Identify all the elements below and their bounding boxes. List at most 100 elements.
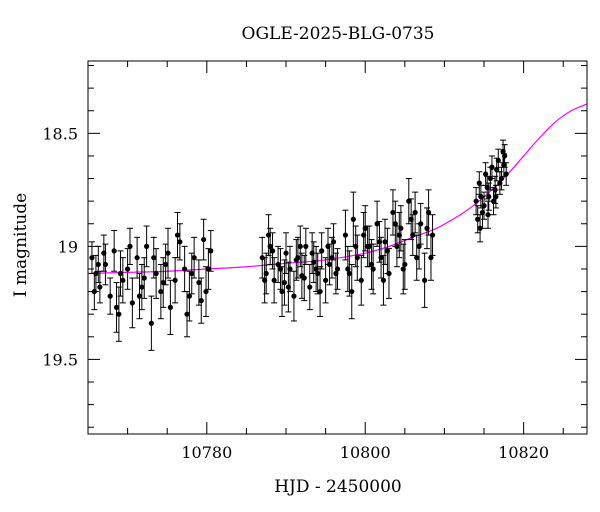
data-marker	[358, 277, 364, 283]
data-point	[188, 252, 195, 295]
data-marker	[477, 225, 483, 231]
data-point	[412, 191, 419, 234]
data-marker	[485, 212, 491, 218]
data-marker	[182, 266, 188, 272]
y-axis-label: I magnitude	[11, 193, 31, 297]
data-point	[302, 227, 309, 265]
data-marker	[501, 162, 507, 168]
data-point	[328, 236, 335, 279]
data-point	[342, 209, 349, 261]
data-marker	[325, 243, 331, 249]
plot-frame	[87, 60, 588, 435]
data-point	[368, 239, 375, 290]
data-point	[174, 211, 181, 259]
data-marker	[281, 279, 288, 286]
data-point	[134, 236, 141, 279]
y-tick-label: 18.5	[42, 124, 78, 143]
data-marker	[265, 232, 272, 238]
data-marker	[374, 221, 380, 227]
data-point	[484, 175, 491, 200]
data-marker	[160, 279, 166, 286]
data-marker	[323, 277, 329, 283]
data-point	[476, 171, 483, 195]
data-marker	[493, 194, 499, 200]
data-marker	[203, 288, 209, 295]
y-tick-label: 19	[58, 237, 78, 256]
data-marker	[414, 255, 420, 261]
data-point	[150, 236, 157, 279]
data-point	[490, 187, 497, 216]
data-marker	[380, 277, 387, 283]
data-point	[503, 162, 510, 186]
data-point	[198, 277, 205, 324]
data-marker	[144, 243, 150, 249]
data-point	[279, 266, 286, 317]
data-marker	[172, 277, 178, 283]
data-point	[334, 248, 341, 290]
data-point	[203, 266, 210, 317]
data-marker	[127, 243, 133, 249]
chart-title: OGLE-2025-BLG-0735	[242, 24, 435, 44]
data-marker	[303, 243, 309, 249]
data-marker	[285, 284, 291, 290]
data-point	[207, 230, 214, 272]
data-marker	[392, 221, 398, 227]
data-marker	[208, 248, 214, 254]
data-marker	[291, 293, 297, 299]
data-point	[301, 254, 308, 302]
data-point	[318, 232, 325, 270]
data-marker	[148, 320, 154, 326]
data-marker	[101, 250, 107, 256]
data-point	[354, 234, 361, 281]
data-point	[172, 257, 179, 304]
data-marker	[271, 277, 277, 283]
data-marker	[494, 166, 500, 173]
data-point	[350, 191, 357, 247]
data-marker	[297, 243, 303, 249]
data-marker	[376, 239, 383, 245]
data-marker	[342, 232, 349, 238]
x-tick-label: 10820	[498, 443, 549, 462]
data-marker	[158, 288, 164, 295]
data-marker	[89, 255, 95, 261]
data-point	[113, 282, 120, 333]
data-point	[396, 211, 403, 259]
data-point	[265, 214, 272, 256]
data-marker	[483, 171, 489, 177]
data-marker	[416, 243, 422, 249]
data-marker	[333, 270, 339, 277]
data-point	[487, 166, 494, 191]
data-marker	[151, 255, 157, 261]
data-point	[317, 266, 324, 317]
data-point	[352, 225, 359, 268]
data-marker	[279, 288, 285, 295]
data-point	[275, 245, 282, 284]
data-marker	[478, 194, 484, 200]
data-point	[492, 184, 499, 209]
data-marker	[134, 255, 140, 261]
data-marker	[177, 239, 183, 245]
data-point	[360, 211, 367, 259]
data-point	[181, 245, 188, 293]
data-point	[473, 187, 480, 216]
data-marker	[384, 248, 390, 254]
data-point	[205, 248, 212, 290]
data-point	[358, 254, 365, 306]
data-marker	[113, 304, 120, 311]
data-point	[96, 270, 103, 304]
data-point	[384, 227, 391, 274]
data-marker	[307, 284, 313, 290]
data-point	[124, 248, 131, 290]
data-point	[100, 234, 107, 272]
data-point	[313, 245, 320, 293]
data-point	[200, 218, 207, 261]
data-point	[500, 139, 507, 164]
data-point	[136, 272, 143, 320]
data-marker	[382, 239, 388, 245]
data-marker	[412, 209, 418, 216]
data-marker	[95, 261, 101, 268]
data-marker	[97, 284, 103, 290]
data-point	[482, 162, 489, 186]
data-point	[281, 259, 288, 306]
data-marker	[201, 236, 207, 243]
